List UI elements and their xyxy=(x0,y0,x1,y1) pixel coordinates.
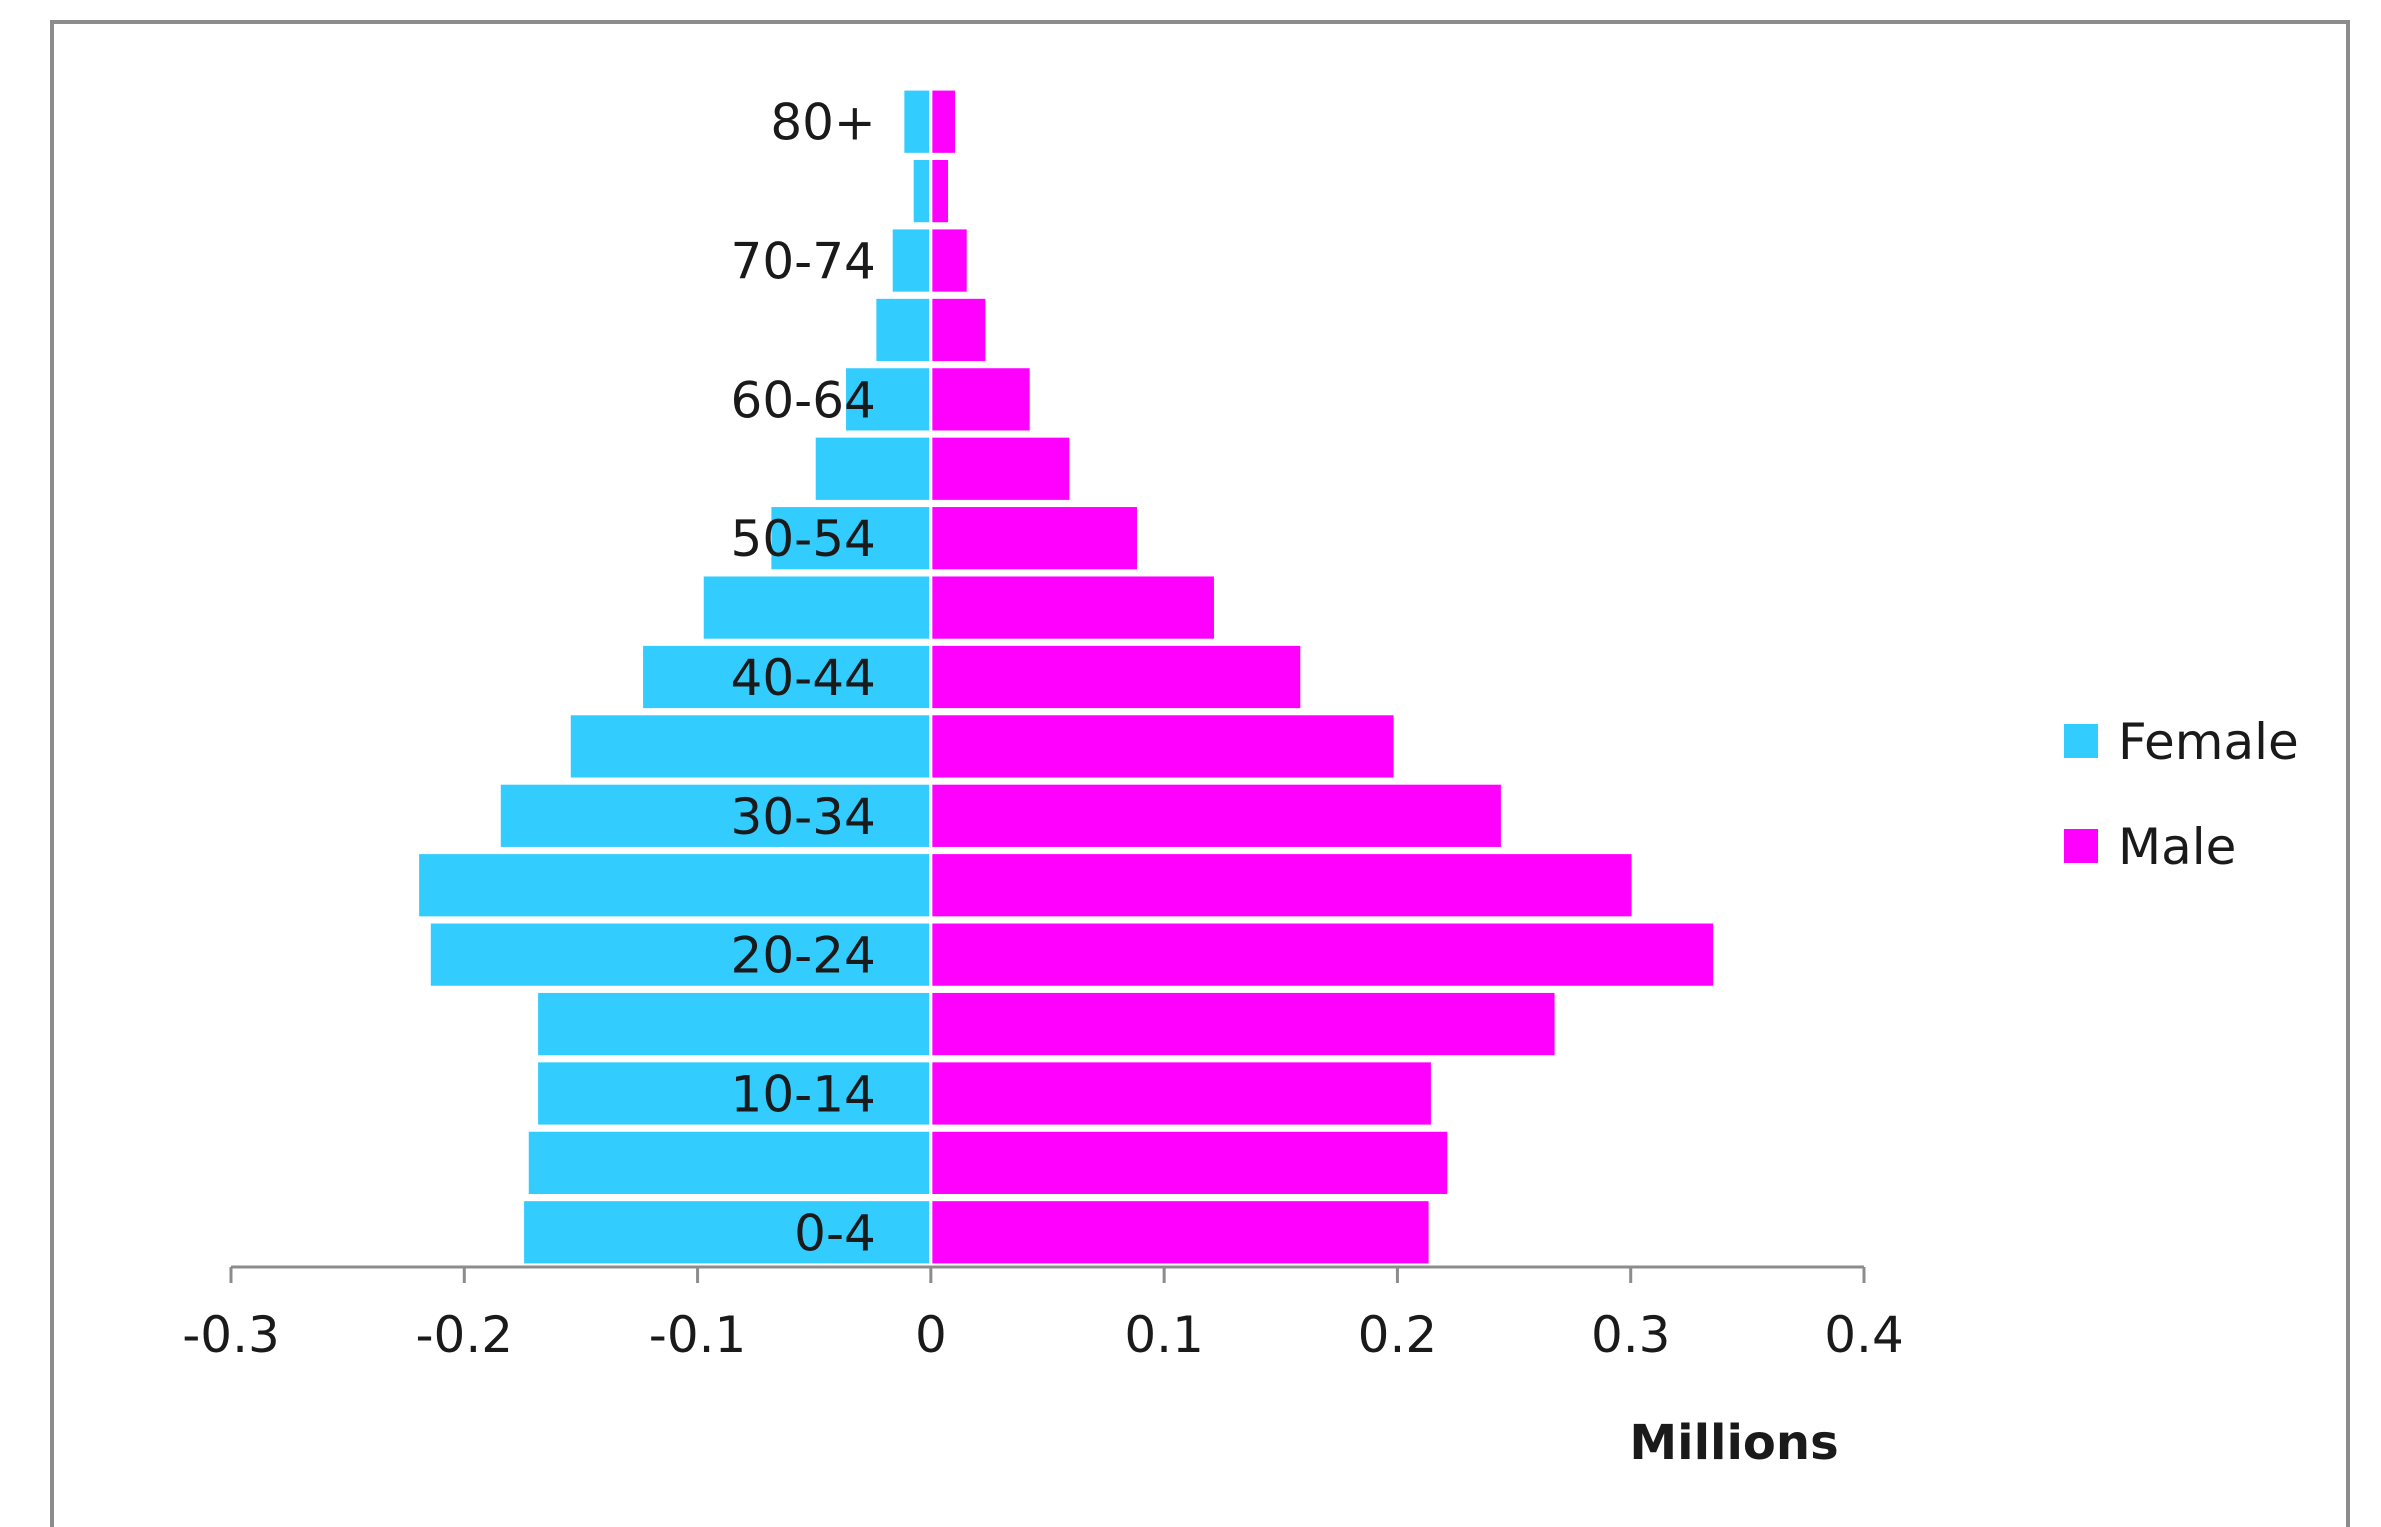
category-label-30-34: 30-34 xyxy=(731,788,876,846)
x-axis: -0.3 -0.2 -0.1 0 0.1 0.2 0.3 0.4 xyxy=(182,1265,1904,1364)
legend-swatch-male xyxy=(2064,829,2098,863)
legend: Female Male xyxy=(2064,713,2299,876)
bar-female-50-54 xyxy=(768,504,933,573)
bar-male-40-44 xyxy=(929,642,1304,712)
x-tick-label: 0 xyxy=(915,1306,947,1364)
category-label-50-54: 50-54 xyxy=(731,510,876,568)
category-label-80+: 80+ xyxy=(770,94,876,152)
category-label-10-14: 10-14 xyxy=(731,1065,876,1123)
bar-female-45-49 xyxy=(700,573,933,642)
category-label-20-24: 20-24 xyxy=(731,927,876,985)
x-tick-label: -0.2 xyxy=(416,1306,514,1364)
bar-female-65-69 xyxy=(873,295,933,365)
bar-female-55-59 xyxy=(812,434,933,503)
bar-male-60-64 xyxy=(929,365,1033,434)
bar-female-5-9 xyxy=(525,1128,933,1198)
bar-male-50-54 xyxy=(929,504,1140,573)
bar-male-80+ xyxy=(929,87,959,156)
bar-female-75-79 xyxy=(910,156,933,226)
x-tick-label: 0.3 xyxy=(1591,1306,1671,1364)
legend-label-female: Female xyxy=(2118,713,2299,771)
category-label-60-64: 60-64 xyxy=(731,371,876,429)
bar-female-35-39 xyxy=(567,712,933,781)
category-label-70-74: 70-74 xyxy=(731,233,876,291)
x-tick-label: 0.1 xyxy=(1124,1306,1204,1364)
legend-label-male: Male xyxy=(2118,818,2236,876)
category-label-40-44: 40-44 xyxy=(731,649,876,707)
bar-male-75-79 xyxy=(929,156,952,226)
bar-female-40-44 xyxy=(640,642,933,712)
x-axis-title: Millions xyxy=(1629,1415,1838,1471)
bar-female-15-19 xyxy=(535,989,933,1059)
bar-male-65-69 xyxy=(929,295,989,365)
bar-male-5-9 xyxy=(929,1128,1451,1198)
bar-male-45-49 xyxy=(929,573,1217,642)
bar-female-20-24 xyxy=(427,920,933,989)
category-label-0-4: 0-4 xyxy=(794,1204,876,1262)
legend-swatch-female xyxy=(2064,724,2098,758)
bar-female-60-64 xyxy=(843,365,933,434)
bar-female-70-74 xyxy=(889,226,933,295)
bar-male-10-14 xyxy=(929,1059,1434,1128)
bar-male-0-4 xyxy=(929,1198,1432,1267)
bar-male-30-34 xyxy=(929,781,1504,850)
x-tick-label: 0.4 xyxy=(1824,1306,1904,1364)
bars-layer xyxy=(416,87,1717,1267)
x-tick-label: -0.3 xyxy=(182,1306,280,1364)
bar-male-25-29 xyxy=(929,851,1635,920)
bar-male-15-19 xyxy=(929,989,1558,1059)
bar-female-80+ xyxy=(901,87,933,156)
bar-male-55-59 xyxy=(929,434,1073,503)
bar-male-20-24 xyxy=(929,920,1717,989)
bar-female-0-4 xyxy=(521,1198,933,1267)
population-pyramid-chart: -0.3 -0.2 -0.1 0 0.1 0.2 0.3 0.4 0-4 10-14 20-24 3… xyxy=(182,87,2299,1471)
x-tick-label: -0.1 xyxy=(649,1306,747,1364)
bar-male-70-74 xyxy=(929,226,970,295)
bar-female-25-29 xyxy=(416,851,933,920)
bar-female-10-14 xyxy=(535,1059,933,1128)
chart-frame: -0.3 -0.2 -0.1 0 0.1 0.2 0.3 0.4 0-4 10-14 20-24 3… xyxy=(50,20,2350,1527)
bar-male-35-39 xyxy=(929,712,1397,781)
x-tick-label: 0.2 xyxy=(1358,1306,1438,1364)
category-labels: 0-4 10-14 20-24 30-34 40-44 50-54 60-64 70-74 80… xyxy=(731,94,876,1263)
